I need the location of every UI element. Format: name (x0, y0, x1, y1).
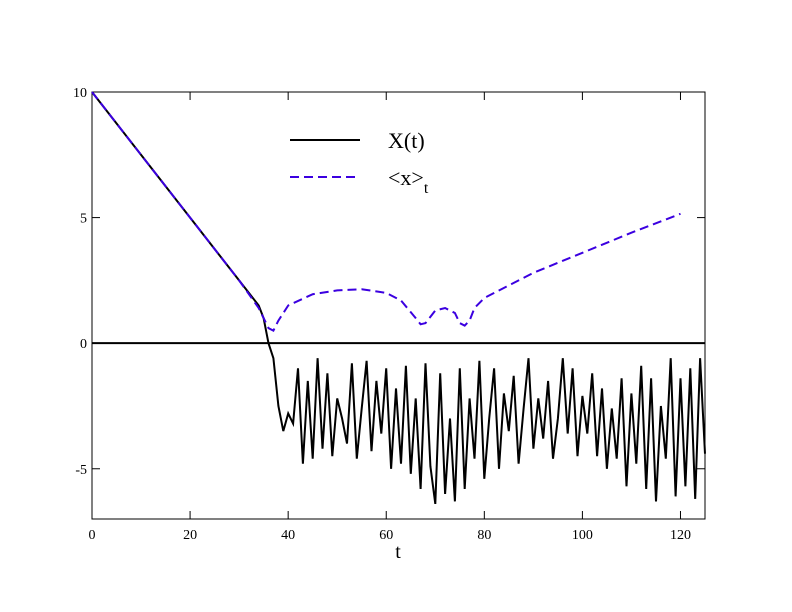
x-axis-label: t (395, 541, 401, 563)
x-tick-label: 80 (477, 528, 491, 543)
y-tick-label: 5 (80, 212, 87, 227)
series-line (91, 91, 706, 505)
y-tick-label: 0 (80, 337, 87, 352)
legend-label: <x>t (388, 165, 429, 197)
x-tick-label: 100 (572, 528, 593, 543)
y-tick-label: -5 (75, 463, 87, 478)
plot-frame (91, 91, 706, 520)
legend-label: X(t) (388, 128, 425, 153)
x-tick-label: 20 (183, 528, 197, 543)
x-tick-label: 0 (89, 528, 96, 543)
x-tick-label: 60 (379, 528, 393, 543)
x-tick-label: 40 (281, 528, 295, 543)
x-tick-label: 120 (670, 528, 691, 543)
y-tick-label: 10 (73, 86, 87, 101)
series-line (91, 91, 681, 332)
